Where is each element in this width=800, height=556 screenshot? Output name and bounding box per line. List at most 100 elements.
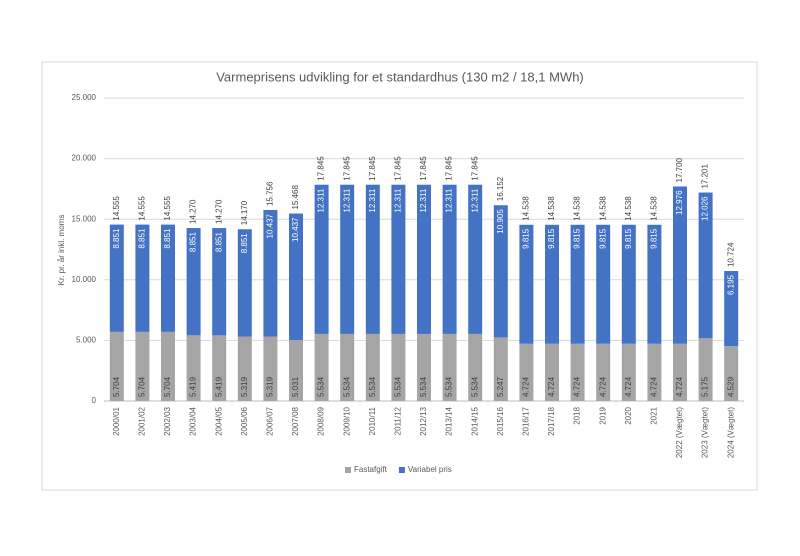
- bar-segment: [109, 224, 124, 332]
- bar-segment: [417, 184, 431, 334]
- value-label: 10.437: [291, 217, 300, 242]
- total-label: 14.270: [214, 199, 223, 224]
- x-tick-label: 2010/11: [368, 406, 377, 435]
- x-tick-label: 2007/08: [291, 406, 300, 435]
- bar-segment: [186, 228, 201, 336]
- bar-segment: [212, 228, 227, 336]
- value-label: 5.534: [342, 376, 351, 397]
- value-label: 5.534: [317, 376, 326, 397]
- value-label: 5.534: [394, 376, 403, 397]
- x-tick-label: 2014/15: [470, 406, 479, 435]
- total-label: 14.538: [547, 196, 556, 221]
- value-label: 5.534: [368, 376, 377, 397]
- bar-segment: [161, 224, 175, 332]
- value-label: 4.724: [522, 376, 531, 397]
- x-tick-label: 2017/18: [547, 406, 556, 435]
- y-tick-label: 20.000: [72, 154, 97, 163]
- total-label: 15.756: [266, 181, 275, 206]
- value-label: 5.247: [496, 376, 505, 397]
- value-label: 10.905: [496, 209, 505, 234]
- value-label: 4.724: [650, 376, 659, 397]
- x-tick-label: 2005/06: [240, 406, 249, 435]
- value-label: 8.851: [189, 232, 198, 253]
- value-label: 5.031: [291, 376, 300, 397]
- value-label: 8.851: [112, 228, 121, 249]
- value-label: 5.704: [112, 376, 121, 397]
- bar-segment: [314, 333, 329, 401]
- value-label: 9.815: [547, 228, 556, 249]
- bar-segment: [109, 331, 124, 401]
- value-label: 5.704: [163, 376, 172, 397]
- bar-segment: [570, 343, 585, 401]
- bar-segment: [698, 192, 713, 339]
- bar-segment: [237, 229, 252, 337]
- bar-segment: [621, 224, 636, 344]
- bar-segment: [391, 184, 406, 334]
- total-label: 17.845: [419, 156, 428, 181]
- x-tick-label: 2019: [598, 406, 607, 424]
- bar-segment: [647, 343, 662, 401]
- bar-segment: [468, 333, 483, 401]
- bar-segment: [263, 336, 278, 401]
- value-label: 4.724: [598, 376, 607, 397]
- bar-segment: [161, 331, 175, 401]
- y-tick-label: 15.000: [72, 214, 97, 223]
- bar-segment: [698, 338, 713, 401]
- x-tick-label: 2004/05: [214, 406, 223, 435]
- value-label: 12.311: [445, 188, 454, 212]
- bar-segment: [289, 213, 303, 341]
- bar-segment: [621, 343, 636, 401]
- value-label: 8.851: [138, 228, 147, 249]
- bar-segment: [186, 335, 201, 401]
- value-label: 5.175: [701, 376, 710, 397]
- total-label: 16.152: [496, 176, 505, 201]
- total-label: 10.724: [726, 242, 735, 267]
- bar-segment: [468, 184, 483, 334]
- bar-segment: [724, 271, 739, 347]
- x-tick-label: 2006/07: [266, 406, 275, 435]
- total-label: 14.538: [522, 196, 531, 221]
- value-label: 9.815: [573, 228, 582, 249]
- legend-swatch: [398, 467, 405, 473]
- value-label: 5.534: [445, 376, 454, 397]
- bar-segment: [519, 343, 534, 401]
- legend-label: Variabel pris: [408, 465, 452, 474]
- x-tick-label: 2015/16: [496, 406, 505, 435]
- value-label: 8.851: [163, 228, 172, 249]
- bar-segment: [340, 184, 355, 334]
- bar-segment: [724, 346, 739, 401]
- total-label: 14.170: [240, 200, 249, 225]
- value-label: 9.815: [624, 228, 633, 249]
- bar-segment: [647, 224, 662, 344]
- value-label: 10.437: [266, 213, 275, 238]
- bar-segment: [570, 224, 585, 344]
- total-label: 17.845: [342, 156, 351, 181]
- bar-segment: [237, 336, 252, 401]
- value-label: 4.724: [675, 376, 684, 397]
- total-label: 17.845: [470, 156, 479, 181]
- value-label: 12.976: [675, 190, 684, 215]
- y-tick-label: 5.000: [76, 336, 97, 345]
- bar-segment: [314, 184, 329, 334]
- bar-segment: [289, 340, 303, 401]
- bar-segment: [391, 333, 406, 401]
- value-label: 8.851: [240, 233, 249, 254]
- value-label: 12.311: [394, 188, 403, 212]
- x-tick-label: 2022 (Vægtet): [675, 407, 684, 458]
- value-label: 12.311: [317, 188, 326, 212]
- bar-segment: [545, 224, 559, 344]
- value-label: 4.529: [726, 376, 735, 397]
- value-label: 12.026: [701, 196, 710, 221]
- value-label: 12.311: [342, 188, 351, 212]
- bar-segment: [442, 333, 457, 401]
- bar-segment: [212, 335, 227, 401]
- total-label: 17.201: [701, 164, 710, 189]
- total-label: 17.845: [317, 156, 326, 181]
- value-label: 5.419: [189, 376, 198, 397]
- value-label: 12.311: [470, 188, 479, 212]
- total-label: 14.555: [163, 196, 172, 221]
- bar-segment: [442, 184, 457, 334]
- value-label: 5.534: [470, 376, 479, 397]
- y-tick-label: 10.000: [72, 275, 97, 284]
- value-label: 4.724: [624, 376, 633, 397]
